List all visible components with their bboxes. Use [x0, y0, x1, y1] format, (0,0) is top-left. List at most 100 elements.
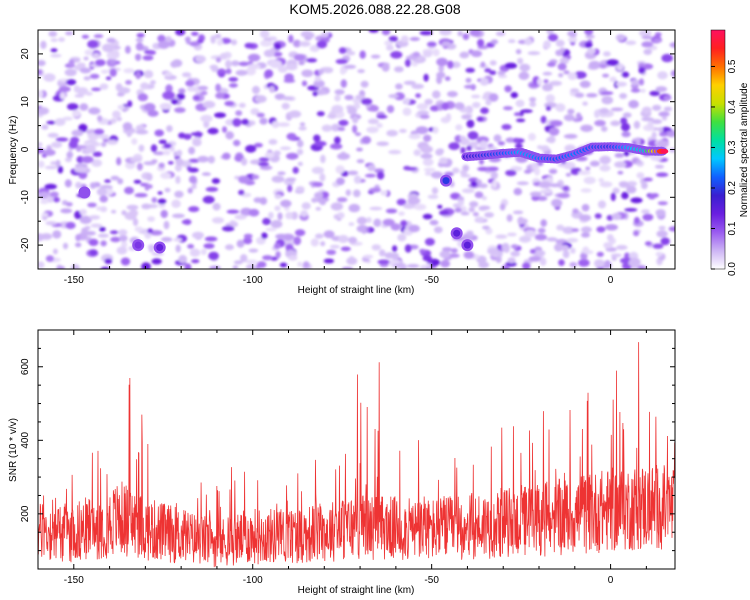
- heatmap-cell: [143, 103, 156, 112]
- heatmap-cell: [616, 245, 628, 250]
- heatmap-cell: [463, 251, 475, 259]
- heatmap-cell: [277, 212, 283, 221]
- heatmap-cell: [105, 76, 112, 81]
- heatmap-cell: [214, 33, 222, 39]
- heatmap-cell: [85, 144, 96, 154]
- x-tick-label: -150: [64, 275, 84, 286]
- heatmap-cell: [539, 189, 553, 194]
- heatmap-cell: [622, 112, 632, 118]
- heatmap-cell: [484, 68, 492, 73]
- heatmap-cell: [477, 38, 485, 47]
- heatmap-cell: [45, 255, 55, 262]
- heatmap-cell: [348, 203, 361, 213]
- heatmap-cell: [419, 248, 426, 254]
- heatmap-cell: [635, 137, 641, 146]
- heatmap-cell: [567, 72, 578, 81]
- heatmap-cell: [261, 232, 268, 239]
- heatmap-cell: [125, 80, 132, 85]
- heatmap-cell: [586, 93, 598, 98]
- heatmap-cell: [478, 183, 488, 189]
- heatmap-cell: [231, 60, 240, 67]
- heatmap-cell: [652, 104, 662, 111]
- heatmap-cell: [641, 35, 654, 40]
- heatmap-cell: [67, 103, 79, 111]
- heatmap-cell: [248, 63, 261, 70]
- heatmap-cell: [582, 246, 590, 254]
- heatmap-cell: [210, 35, 216, 44]
- heatmap-cell: [432, 90, 441, 99]
- heatmap-cell: [469, 30, 481, 37]
- heatmap-cell: [240, 254, 248, 263]
- heatmap-cell: [98, 134, 110, 140]
- heatmap-cell: [440, 259, 451, 268]
- heatmap-cell: [505, 169, 517, 177]
- heatmap-cell: [55, 137, 69, 142]
- heatmap-cell: [337, 197, 348, 203]
- heatmap-cell: [204, 236, 218, 242]
- heatmap-cell: [615, 81, 627, 87]
- heatmap-cell: [611, 212, 622, 221]
- heatmap-cell: [72, 109, 81, 118]
- heatmap-cell: [259, 30, 270, 39]
- heatmap-cell: [273, 243, 281, 249]
- heatmap-cell: [280, 199, 292, 208]
- heatmap-cell: [122, 122, 133, 131]
- heatmap-y-axis-label: Frequency (Hz): [8, 116, 19, 185]
- heatmap-cell: [256, 112, 265, 118]
- heatmap-cell: [547, 135, 556, 144]
- heatmap-cell: [515, 99, 525, 108]
- heatmap-cell: [238, 61, 250, 67]
- heatmap-cell: [630, 88, 641, 93]
- heatmap-cell: [41, 212, 49, 217]
- heatmap-cell: [408, 133, 421, 140]
- heatmap-cell: [316, 111, 325, 117]
- heatmap-cell: [445, 113, 452, 122]
- heatmap-cell: [76, 62, 86, 68]
- heatmap-cell: [275, 251, 281, 259]
- heatmap-cell: [296, 148, 304, 156]
- heatmap-cell: [459, 51, 470, 59]
- heatmap-cell: [574, 92, 585, 98]
- heatmap-cell: [124, 186, 134, 195]
- heatmap-cell: [527, 51, 541, 56]
- heatmap-cell: [538, 181, 552, 189]
- heatmap-cell: [285, 211, 293, 220]
- heatmap-cell: [658, 111, 670, 117]
- heatmap-cell: [256, 261, 267, 268]
- heatmap-cell: [534, 233, 548, 241]
- heatmap-cell: [631, 79, 638, 86]
- heatmap-cell: [579, 80, 591, 88]
- heatmap-cell: [216, 39, 224, 46]
- heatmap-cell: [286, 132, 297, 141]
- heatmap-cell: [164, 187, 171, 193]
- heatmap-cell: [188, 158, 201, 163]
- heatmap-cell: [619, 93, 628, 99]
- heatmap-cell: [171, 199, 181, 208]
- heatmap-cell: [512, 210, 524, 215]
- heatmap-cell: [135, 129, 149, 135]
- heatmap-cell: [537, 227, 546, 234]
- heatmap-cell: [607, 234, 614, 242]
- heatmap-cell: [186, 166, 192, 171]
- heatmap-cell: [424, 171, 432, 176]
- heatmap-cell: [157, 191, 163, 195]
- heatmap-cell: [537, 196, 548, 201]
- heatmap-cell: [621, 71, 630, 78]
- x-tick-label: -100: [243, 275, 263, 286]
- heatmap-cell: [565, 172, 572, 177]
- heatmap-cell: [498, 74, 508, 79]
- heatmap-cell: [281, 102, 290, 110]
- heatmap-cell: [487, 247, 500, 255]
- heatmap-cell: [121, 240, 128, 249]
- heatmap-cell: [354, 132, 362, 137]
- heatmap-cell: [497, 141, 505, 146]
- heatmap-cell: [571, 228, 579, 233]
- heatmap-cell: [463, 84, 477, 89]
- heatmap-cell: [175, 158, 184, 166]
- heatmap-cell: [457, 199, 465, 206]
- heatmap-cell: [222, 126, 227, 133]
- heatmap-cell: [309, 44, 320, 53]
- heatmap-cell: [99, 226, 106, 232]
- heatmap-cell: [489, 70, 497, 75]
- heatmap-cell: [652, 243, 664, 249]
